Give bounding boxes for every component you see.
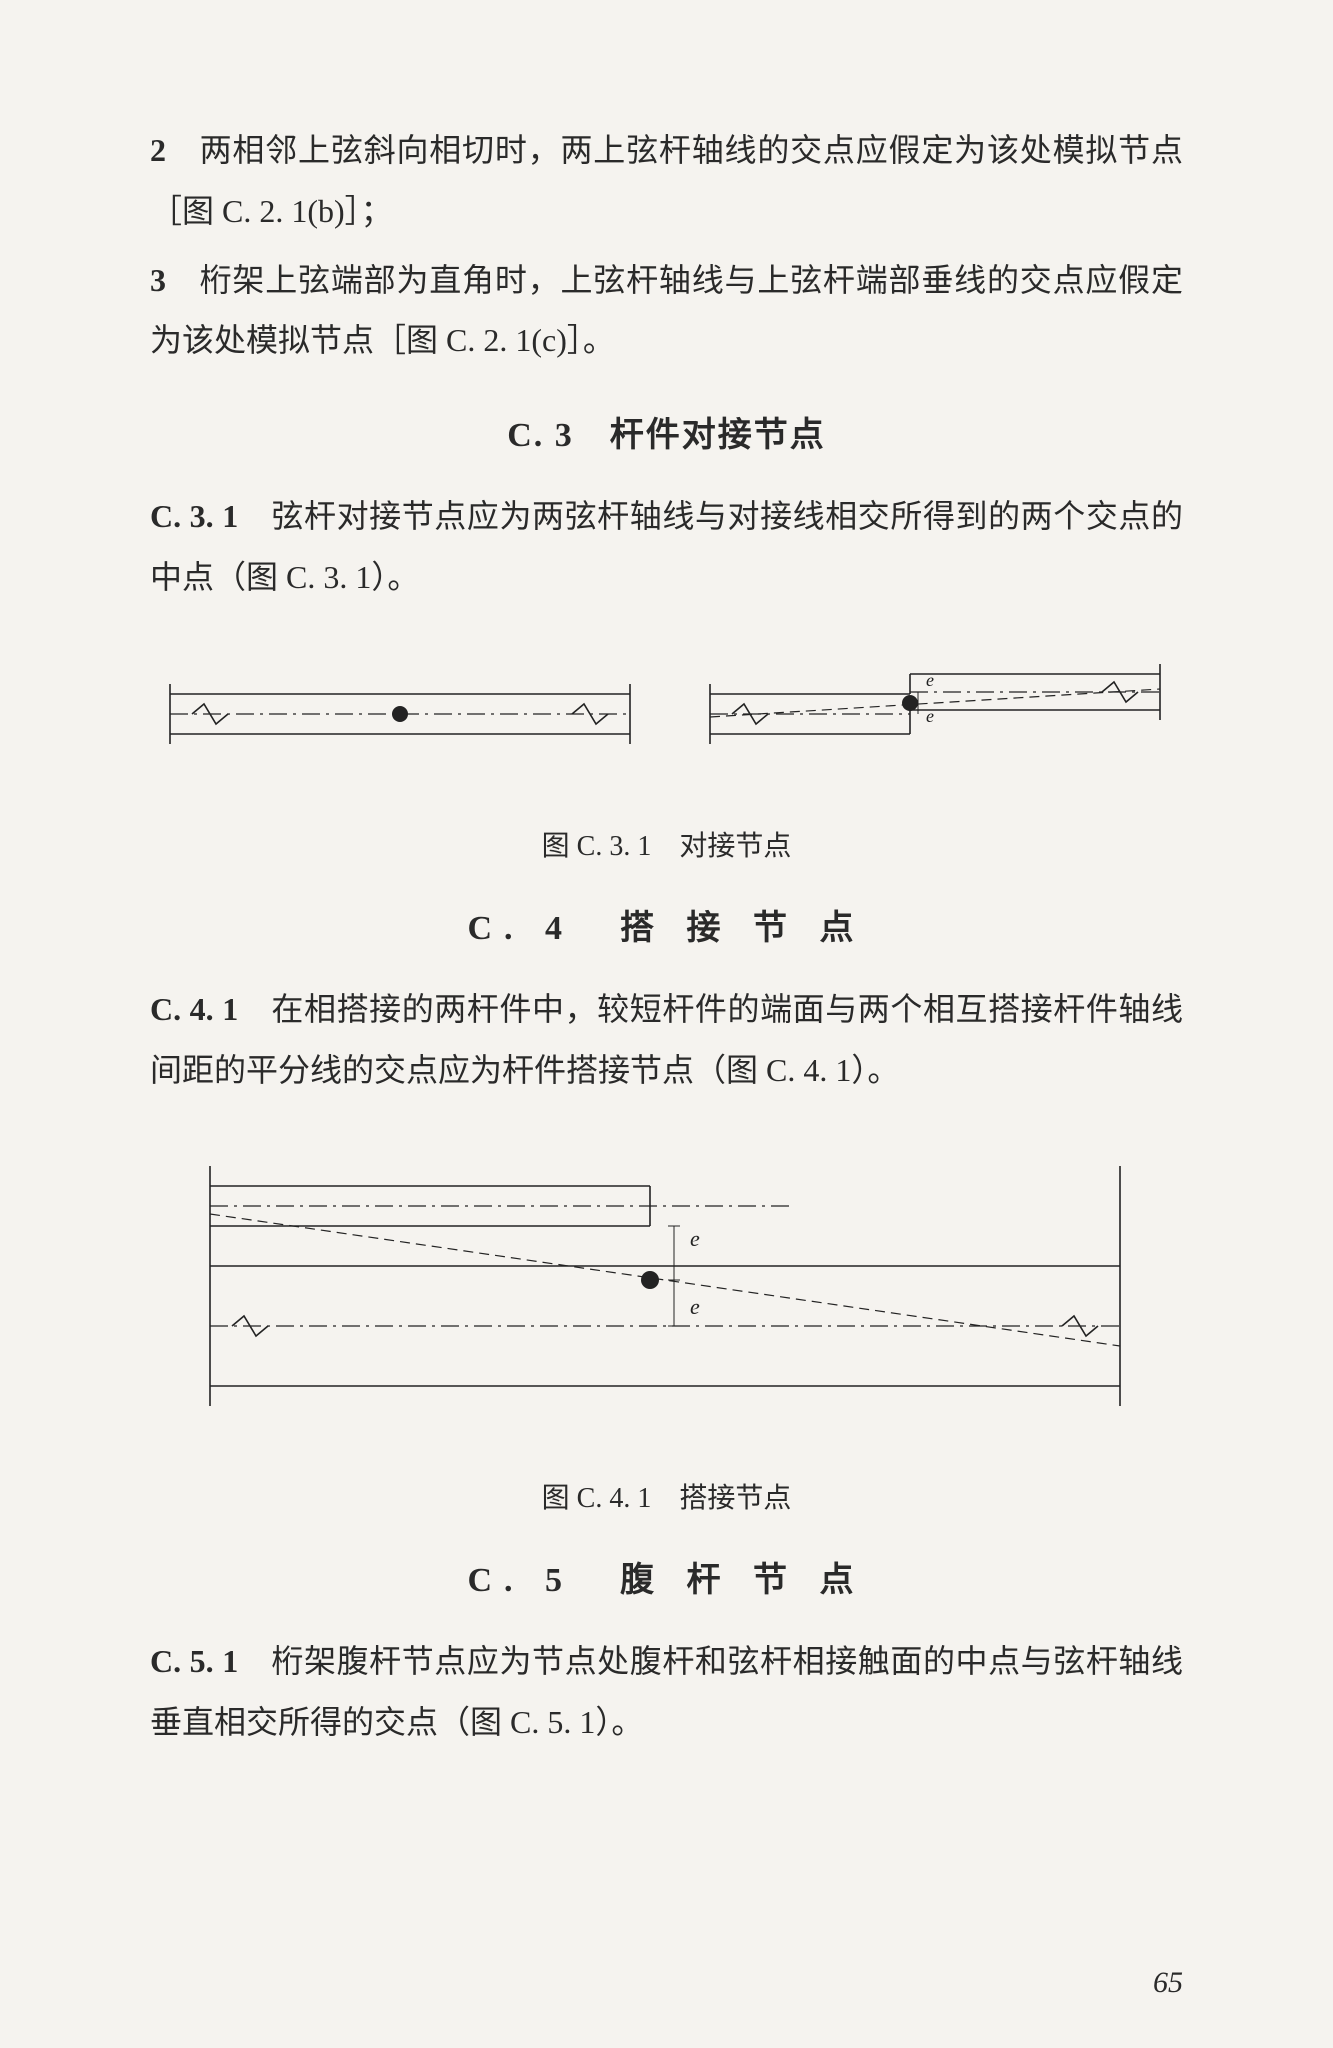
clause-c5-1: C. 5. 1 桁架腹杆节点应为节点处腹杆和弦杆相接触面的中点与弦杆轴线垂直相交… bbox=[150, 1631, 1183, 1753]
heading-c4: C. 4 搭 接 节 点 bbox=[150, 900, 1183, 949]
clause-c5-1-text: 桁架腹杆节点应为节点处腹杆和弦杆相接触面的中点与弦杆轴线垂直相交所得的交点（图 … bbox=[150, 1643, 1183, 1740]
item-2: 2 两相邻上弦斜向相切时，两上弦杆轴线的交点应假定为该处模拟节点［图 C. 2.… bbox=[150, 120, 1183, 242]
item-2-text: 两相邻上弦斜向相切时，两上弦杆轴线的交点应假定为该处模拟节点［图 C. 2. 1… bbox=[150, 132, 1183, 229]
heading-c5: C. 5 腹 杆 节 点 bbox=[150, 1552, 1183, 1601]
clause-c4-1-label: C. 4. 1 bbox=[150, 991, 238, 1027]
item-2-num: 2 bbox=[150, 132, 166, 168]
clause-c3-1-label: C. 3. 1 bbox=[150, 498, 238, 534]
heading-c3: C. 3 杆件对接节点 bbox=[150, 407, 1183, 456]
item-3-num: 3 bbox=[150, 262, 166, 298]
clause-c4-1-text: 在相搭接的两杆件中，较短杆件的端面与两个相互搭接杆件轴线间距的平分线的交点应为杆… bbox=[150, 991, 1183, 1088]
item-3: 3 桁架上弦端部为直角时，上弦杆轴线与上弦杆端部垂线的交点应假定为该处模拟节点［… bbox=[150, 250, 1183, 372]
figure-c31-svg: ee bbox=[150, 654, 1180, 794]
figure-c31: ee bbox=[150, 654, 1183, 794]
figure-c31-caption: 图 C. 3. 1 对接节点 bbox=[150, 824, 1183, 864]
svg-text:e: e bbox=[690, 1294, 700, 1319]
clause-c4-1: C. 4. 1 在相搭接的两杆件中，较短杆件的端面与两个相互搭接杆件轴线间距的平… bbox=[150, 979, 1183, 1101]
page-number: 65 bbox=[1153, 1966, 1183, 2000]
figure-c41: ee bbox=[150, 1146, 1183, 1446]
clause-c3-1-text: 弦杆对接节点应为两弦杆轴线与对接线相交所得到的两个交点的中点（图 C. 3. 1… bbox=[150, 498, 1183, 595]
svg-text:e: e bbox=[926, 670, 934, 690]
item-3-text: 桁架上弦端部为直角时，上弦杆轴线与上弦杆端部垂线的交点应假定为该处模拟节点［图 … bbox=[150, 262, 1183, 359]
clause-c3-1: C. 3. 1 弦杆对接节点应为两弦杆轴线与对接线相交所得到的两个交点的中点（图… bbox=[150, 486, 1183, 608]
figure-c41-caption: 图 C. 4. 1 搭接节点 bbox=[150, 1476, 1183, 1516]
svg-text:e: e bbox=[690, 1226, 700, 1251]
clause-c5-1-label: C. 5. 1 bbox=[150, 1643, 238, 1679]
figure-c41-svg: ee bbox=[150, 1146, 1180, 1446]
svg-text:e: e bbox=[926, 706, 934, 726]
